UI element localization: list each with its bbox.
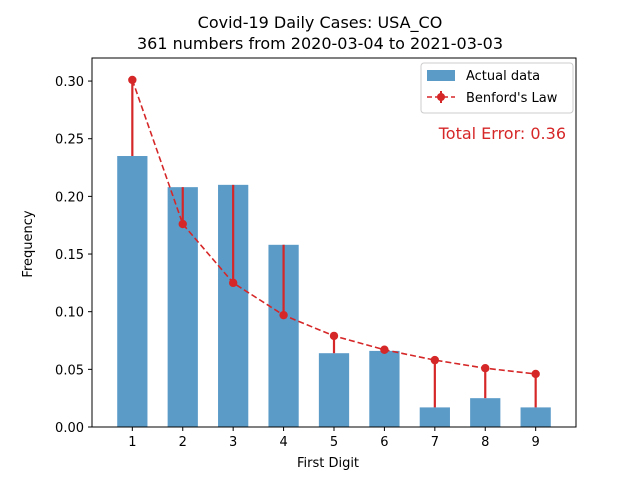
benford-marker-digit-6 <box>380 345 389 354</box>
benford-marker-digit-4 <box>279 310 288 320</box>
x-tick-label-7: 7 <box>431 435 439 450</box>
bar-digit-9 <box>520 407 551 427</box>
benford-marker-digit-9 <box>531 369 540 379</box>
benford-line-layer <box>128 75 540 379</box>
legend-label-benford: Benford's Law <box>466 91 558 106</box>
benford-marker-digit-7 <box>430 355 440 365</box>
legend-label-actual: Actual data <box>466 69 540 84</box>
x-tick-label-9: 9 <box>532 435 540 450</box>
y-tick-label-0.00: 0.00 <box>55 421 84 436</box>
x-tick-label-5: 5 <box>330 435 338 450</box>
x-tick-label-3: 3 <box>229 435 237 450</box>
bar-digit-5 <box>318 353 350 427</box>
benford-marker-digit-5 <box>329 331 339 341</box>
bar-digit-6 <box>369 350 400 427</box>
x-tick-label-4: 4 <box>279 435 287 450</box>
legend-box <box>420 62 574 114</box>
x-tick-label-2: 2 <box>179 435 187 450</box>
chart-subtitle: 361 numbers from 2020-03-04 to 2021-03-0… <box>137 34 503 53</box>
y-tick-label-0.15: 0.15 <box>55 248 84 263</box>
y-tick-label-0.10: 0.10 <box>55 306 84 321</box>
y-tick-label-0.25: 0.25 <box>55 133 84 148</box>
errorbars-layer <box>131 79 537 408</box>
x-axis-label: First Digit <box>297 456 359 471</box>
x-axis: 1 2 3 4 5 6 7 8 9 <box>128 427 540 450</box>
benford-marker-digit-2 <box>178 219 187 229</box>
y-tick-label-0.30: 0.30 <box>55 75 84 90</box>
x-tick-label-6: 6 <box>380 435 388 450</box>
bar-digit-7 <box>419 407 450 427</box>
chart-title: Covid-19 Daily Cases: USA_CO <box>198 13 443 33</box>
benford-marker-digit-3 <box>228 278 238 288</box>
y-tick-label-0.20: 0.20 <box>55 190 84 205</box>
x-tick-label-1: 1 <box>128 435 136 450</box>
legend: Actual data Benford's Law <box>420 62 574 114</box>
x-tick-label-8: 8 <box>481 435 489 450</box>
bar-digit-1 <box>117 156 148 427</box>
y-axis: 0.00 0.05 0.10 0.15 0.20 0.25 0.30 <box>55 75 92 436</box>
total-error-annotation: Total Error: 0.36 <box>438 124 566 143</box>
bar-digit-8 <box>470 398 501 427</box>
legend-swatch-actual <box>427 70 455 81</box>
benford-marker-digit-1 <box>128 75 137 85</box>
benford-marker-digit-8 <box>481 363 490 373</box>
y-tick-label-0.05: 0.05 <box>55 363 84 378</box>
legend-swatch-benford-marker <box>437 93 445 101</box>
y-axis-label: Frequency <box>21 210 36 277</box>
